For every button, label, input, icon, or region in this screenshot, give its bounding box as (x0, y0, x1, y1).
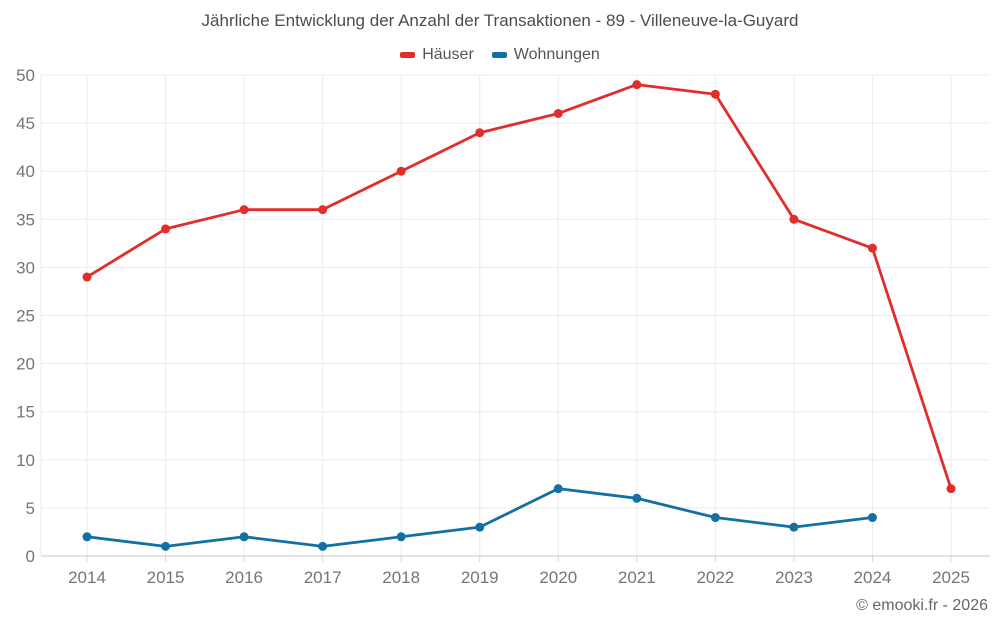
legend-item-wohnungen[interactable]: Wohnungen (491, 46, 600, 64)
y-tick-label-0: 0 (26, 547, 35, 566)
x-tick-label-2016: 2016 (225, 568, 263, 587)
point-hauser-2015[interactable] (161, 224, 171, 234)
point-hauser-2020[interactable] (553, 108, 563, 118)
y-tick-label-5: 5 (26, 499, 35, 518)
point-wohnungen-2018[interactable] (396, 532, 406, 542)
y-tick-label-30: 30 (16, 258, 35, 277)
x-axis-labels: 2014 2015 2016 2017 2018 2019 2020 2021 2022 2023… (68, 568, 970, 587)
y-axis-labels: 0 5 10 15 20 25 30 35 40 45 50 (16, 66, 35, 566)
y-tick-label-45: 45 (16, 114, 35, 133)
gridlines (40, 74, 990, 556)
x-tick-label-2018: 2018 (382, 568, 420, 587)
axes (41, 555, 990, 562)
point-hauser-2023[interactable] (789, 214, 799, 224)
y-tick-label-15: 15 (16, 403, 35, 422)
x-tick-label-2014: 2014 (68, 568, 106, 587)
legend-item-haeuser[interactable]: Häuser (400, 46, 474, 64)
point-hauser-2022[interactable] (710, 89, 720, 99)
point-wohnungen-2020[interactable] (553, 484, 563, 494)
series-hauser (82, 80, 956, 494)
point-hauser-2018[interactable] (396, 166, 406, 176)
point-hauser-2024[interactable] (867, 243, 877, 253)
page-title: Jährliche Entwicklung der Anzahl der Tra… (201, 11, 799, 30)
point-hauser-2019[interactable] (475, 128, 485, 138)
x-tick-label-2015: 2015 (147, 568, 185, 587)
y-tick-label-25: 25 (16, 307, 35, 326)
legend-label-wohnungen: Wohnungen (513, 46, 600, 63)
x-tick-label-2025: 2025 (932, 568, 970, 587)
y-tick-label-50: 50 (16, 66, 35, 85)
chart-legend: Häuser Wohnungen (0, 46, 1000, 64)
y-tick-label-20: 20 (16, 355, 35, 374)
point-wohnungen-2017[interactable] (318, 541, 328, 551)
x-tick-label-2022: 2022 (696, 568, 734, 587)
point-wohnungen-2016[interactable] (239, 532, 249, 542)
point-hauser-2021[interactable] (632, 80, 642, 90)
x-tick-label-2021: 2021 (618, 568, 656, 587)
x-tick-label-2023: 2023 (775, 568, 813, 587)
point-hauser-2016[interactable] (239, 205, 249, 215)
legend-swatch-wohnungen-icon (491, 52, 507, 58)
point-hauser-2025[interactable] (946, 484, 956, 494)
line-hauser (85, 83, 953, 491)
y-tick-label-10: 10 (16, 451, 35, 470)
x-tick-label-2020: 2020 (539, 568, 577, 587)
y-tick-label-35: 35 (16, 210, 35, 229)
point-wohnungen-2024[interactable] (867, 513, 877, 523)
copyright-text: © emooki.fr - 2026 (856, 597, 988, 614)
legend-swatch-haeuser-icon (400, 52, 416, 58)
x-tick-label-2019: 2019 (461, 568, 499, 587)
point-wohnungen-2023[interactable] (789, 522, 799, 532)
point-wohnungen-2019[interactable] (475, 522, 485, 532)
series-wohnungen (82, 484, 877, 551)
point-wohnungen-2022[interactable] (710, 513, 720, 523)
point-wohnungen-2021[interactable] (632, 493, 642, 503)
point-wohnungen-2015[interactable] (161, 541, 171, 551)
point-hauser-2017[interactable] (318, 205, 328, 215)
point-hauser-2014[interactable] (82, 272, 92, 282)
point-wohnungen-2014[interactable] (82, 532, 92, 542)
x-tick-label-2024: 2024 (854, 568, 892, 587)
legend-label-haeuser: Häuser (422, 46, 474, 63)
x-tick-label-2017: 2017 (304, 568, 342, 587)
y-tick-label-40: 40 (16, 162, 35, 181)
